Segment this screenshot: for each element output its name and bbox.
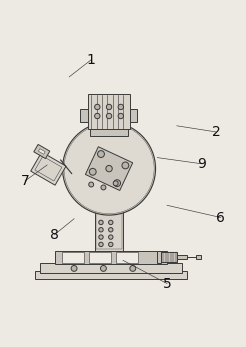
Bar bbox=[177, 255, 187, 259]
Bar bbox=[89, 252, 111, 263]
Text: 8: 8 bbox=[50, 228, 59, 242]
Circle shape bbox=[98, 151, 104, 158]
Bar bbox=[90, 129, 128, 136]
Bar bbox=[88, 94, 130, 129]
Circle shape bbox=[108, 228, 113, 232]
Polygon shape bbox=[31, 152, 66, 185]
Bar bbox=[130, 109, 137, 122]
Circle shape bbox=[62, 122, 155, 215]
Circle shape bbox=[99, 235, 103, 239]
Circle shape bbox=[108, 242, 113, 247]
Bar bbox=[55, 251, 167, 264]
Text: 2: 2 bbox=[212, 125, 220, 139]
Polygon shape bbox=[85, 147, 133, 191]
Circle shape bbox=[106, 113, 112, 119]
Bar bbox=[196, 255, 201, 259]
Circle shape bbox=[106, 104, 112, 110]
Circle shape bbox=[71, 265, 77, 271]
Circle shape bbox=[99, 242, 103, 247]
Circle shape bbox=[89, 168, 96, 175]
Text: 1: 1 bbox=[87, 53, 96, 67]
Circle shape bbox=[118, 113, 123, 119]
Text: 5: 5 bbox=[163, 277, 171, 290]
Bar bbox=[95, 191, 123, 251]
Circle shape bbox=[108, 220, 113, 225]
Polygon shape bbox=[38, 149, 45, 154]
Text: 7: 7 bbox=[21, 174, 30, 188]
Circle shape bbox=[101, 185, 106, 190]
Circle shape bbox=[89, 182, 94, 187]
Circle shape bbox=[118, 104, 123, 110]
Bar bbox=[116, 252, 138, 263]
Circle shape bbox=[99, 228, 103, 232]
Bar bbox=[40, 263, 182, 272]
Circle shape bbox=[99, 220, 103, 225]
Bar bbox=[157, 251, 161, 263]
Text: 9: 9 bbox=[197, 157, 206, 171]
Circle shape bbox=[114, 180, 121, 187]
Circle shape bbox=[130, 265, 136, 271]
Circle shape bbox=[113, 181, 118, 186]
Bar bbox=[80, 109, 88, 122]
Bar bbox=[62, 252, 84, 263]
Circle shape bbox=[101, 265, 106, 271]
Circle shape bbox=[95, 104, 100, 110]
Circle shape bbox=[108, 235, 113, 239]
Bar bbox=[35, 271, 187, 279]
Circle shape bbox=[122, 162, 129, 169]
Circle shape bbox=[95, 113, 100, 119]
Text: 6: 6 bbox=[216, 211, 225, 225]
Polygon shape bbox=[34, 144, 50, 159]
Circle shape bbox=[106, 166, 112, 172]
Bar bbox=[96, 192, 122, 249]
Bar bbox=[161, 252, 177, 262]
